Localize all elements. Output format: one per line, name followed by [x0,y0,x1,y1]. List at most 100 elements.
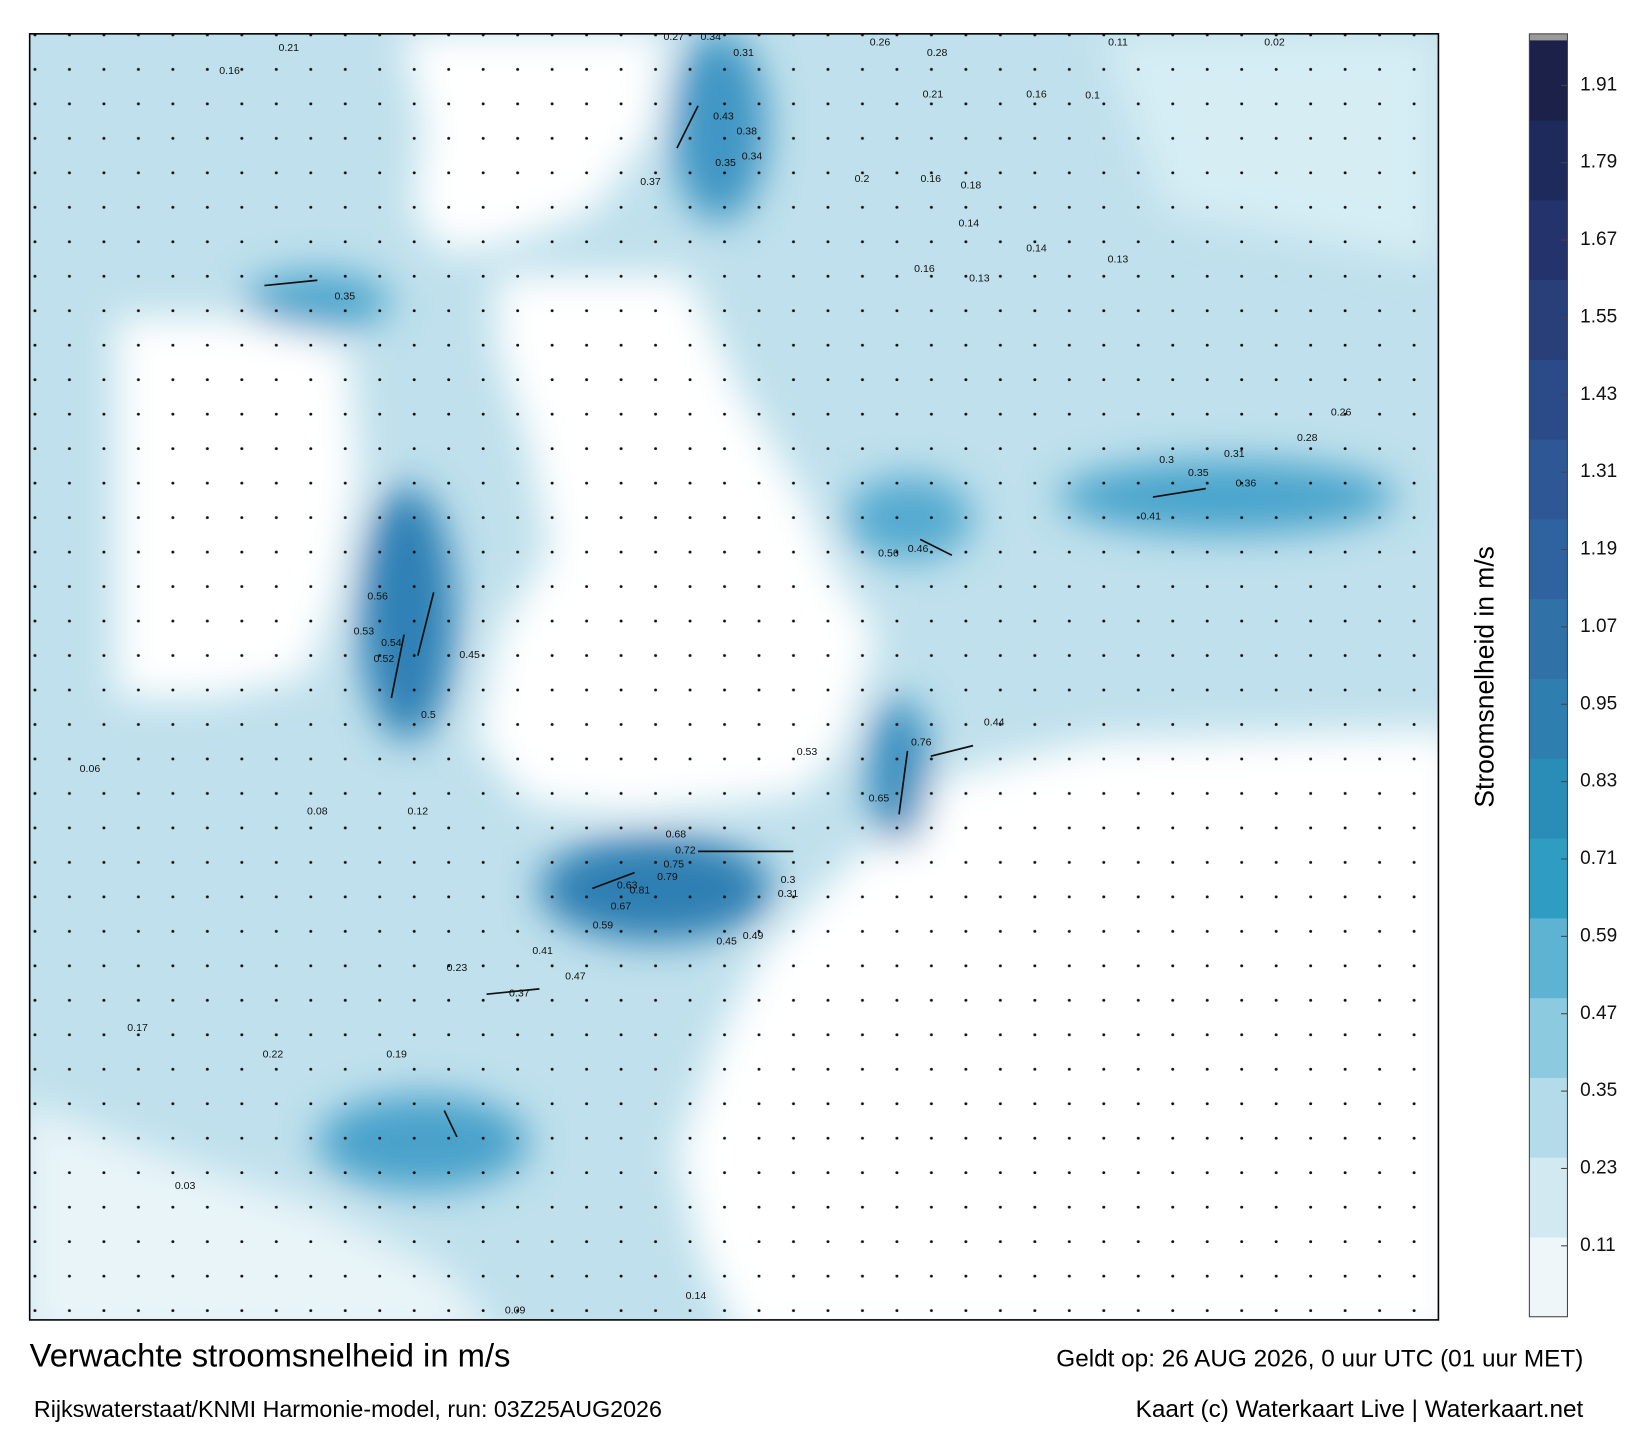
speed-label: 0.26 [870,36,891,48]
colorbar-tick-label: 1.55 [1580,306,1617,327]
speed-label: 0.68 [666,829,687,841]
speed-label: 0.12 [408,805,429,817]
speed-label: 0.52 [374,653,395,665]
colorbar-tick-label: 0.71 [1580,848,1617,869]
speed-label: 0.79 [657,871,678,883]
speed-label: 0.16 [219,65,240,77]
colorbar-band [1529,1077,1568,1158]
speed-label: 0.21 [923,88,944,100]
speed-label: 0.31 [1224,448,1245,460]
speed-label: 0.63 [617,879,638,891]
speed-label: 0.45 [459,649,480,661]
speed-label: 0.31 [778,888,799,900]
speed-label: 0.2 [855,173,870,185]
speed-label: 0.14 [959,217,980,229]
colorbar-tick-label: 1.31 [1580,461,1617,482]
speed-label: 0.14 [686,1290,707,1302]
speed-label: 0.53 [354,626,375,638]
speed-label: 0.47 [565,970,586,982]
speed-label: 0.31 [733,47,754,59]
speed-label: 0.81 [630,885,651,897]
colorbar-tick-label: 0.95 [1580,693,1617,714]
speed-label: 0.34 [742,151,763,163]
speed-label: 0.49 [743,930,764,942]
map-source: Rijkswaterstaat/KNMI Harmonie-model, run… [34,1396,662,1422]
colorbar-tick-label: 1.19 [1580,539,1617,560]
speed-label: 0.44 [984,717,1005,729]
speed-label: 0.14 [1026,243,1047,255]
speed-label: 0.35 [335,290,356,302]
colorbar-band [1529,758,1568,839]
colorbar-tick-label: 0.83 [1580,771,1617,792]
speed-label: 0.38 [736,125,757,137]
speed-label: 0.53 [797,746,818,758]
colorbar-band [1529,279,1568,360]
colorbar-band [1529,1157,1568,1238]
speed-label: 0.35 [715,157,736,169]
speed-label: 0.76 [911,737,932,749]
speed-label: 0.02 [1264,36,1285,48]
speed-label: 0.13 [969,272,990,284]
speed-label: 0.35 [1188,467,1209,479]
speed-label: 0.23 [447,962,468,974]
speed-label: 0.43 [713,111,734,123]
speed-label: 0.03 [175,1180,196,1192]
map-frame [28,33,1440,1321]
speed-label: 0.54 [381,637,402,649]
speed-label: 0.26 [1331,407,1352,419]
speed-label: 0.41 [1140,510,1161,522]
grid-dots [29,33,1439,1320]
speed-label: 0.5 [421,709,436,721]
colorbar-band [1529,917,1568,999]
colorbar-tick-label: 1.67 [1580,229,1617,250]
speed-label: 0.27 [663,31,684,43]
colorbar-frame [1528,33,1568,1318]
speed-label: 0.67 [611,901,632,913]
speed-label: 0.18 [961,179,982,191]
speed-label: 0.3 [781,874,796,886]
map-area: 0.27 0.34 0.31 0.26 0.28 0.11 0.02 0.16 0.21 0.43… [29,31,1439,1320]
colorbar-band [1529,359,1568,440]
speed-label: 0.41 [532,945,553,957]
speed-label: 0.45 [716,935,737,947]
speed-label: 0.17 [127,1022,148,1034]
colorbar-tick-label: 1.07 [1580,616,1617,637]
speed-label: 0.11 [1108,36,1128,48]
speed-label: 0.09 [505,1305,526,1317]
speed-label: 0.59 [593,920,614,932]
map-title: Verwachte stroomsnelheid in m/s [30,1336,511,1373]
speed-labels: 0.27 0.34 0.31 0.26 0.28 0.11 0.02 0.16 0.21 0.43… [80,31,1352,1317]
colorbar-tick-label: 0.23 [1580,1157,1617,1178]
colorbar: 0.11 0.23 0.35 0.47 0.59 0.71 0.83 0.95 1.07 1.19… [1529,40,1617,1318]
colorbar-tick-label: 1.91 [1580,74,1617,95]
speed-label: 0.16 [914,263,935,275]
speed-label: 0.08 [307,805,328,817]
colorbar-tick-label: 0.11 [1580,1235,1616,1256]
speed-label: 0.36 [1236,478,1257,490]
speed-label: 0.28 [927,47,948,59]
speed-label: 0.16 [1026,88,1047,100]
speed-label: 0.19 [386,1049,407,1061]
speed-label: 0.16 [920,173,941,185]
speed-label: 0.34 [700,31,721,43]
speed-label: 0.28 [1297,432,1318,444]
colorbar-tick-label: 1.79 [1580,152,1617,173]
speed-label: 0.1 [1085,89,1100,101]
current-arrows [264,105,1206,1138]
colorbar-band [1529,1236,1568,1318]
speed-label: 0.06 [80,763,101,775]
colorbar-band [1529,518,1568,600]
speed-label: 0.75 [663,858,684,870]
speed-label: 0.37 [509,987,530,999]
speed-label: 0.65 [869,793,890,805]
colorbar-tick-label: 1.43 [1580,384,1617,405]
colorbar-band [1529,997,1568,1078]
speed-label: 0.3 [1159,454,1174,466]
speed-label: 0.46 [908,543,929,555]
colorbar-cap [1529,33,1568,41]
colorbar-band [1529,439,1568,520]
colorbar-tick-label: 0.59 [1580,925,1617,946]
valid-time: Geldt op: 26 AUG 2026, 0 uur UTC (01 uur… [1056,1345,1583,1372]
speed-label: 0.13 [1108,253,1129,265]
